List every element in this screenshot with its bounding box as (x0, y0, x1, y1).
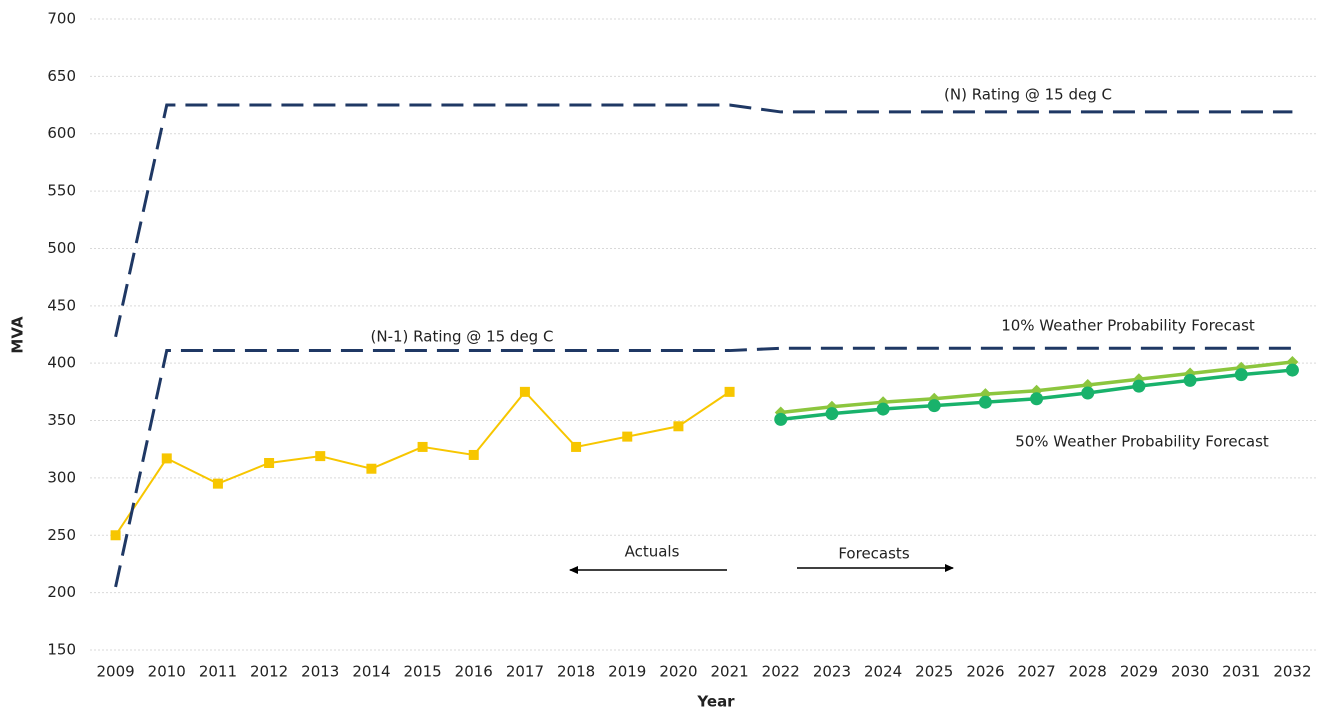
marker (1183, 373, 1197, 387)
marker (1030, 392, 1044, 406)
annotation: Actuals (625, 543, 680, 561)
marker (1285, 363, 1299, 377)
x-tick-label: 2026 (966, 663, 1004, 681)
x-tick-label: 2023 (813, 663, 851, 681)
x-tick-label: 2012 (250, 663, 288, 681)
x-tick-label: 2032 (1273, 663, 1311, 681)
y-tick-label: 250 (47, 526, 76, 544)
x-tick-label: 2019 (608, 663, 646, 681)
y-tick-label: 450 (47, 296, 76, 314)
x-tick-label: 2015 (403, 663, 441, 681)
marker (264, 457, 275, 468)
y-tick-label: 400 (47, 354, 76, 372)
x-tick-label: 2028 (1069, 663, 1107, 681)
x-tick-label: 2016 (455, 663, 493, 681)
x-tick-label: 2024 (864, 663, 902, 681)
x-tick-label: 2018 (557, 663, 595, 681)
plot-area: 150 200 250 300 350 400 450 500 550 600 650 700 2009… (47, 10, 1318, 681)
marker (519, 386, 530, 397)
marker (673, 421, 684, 432)
y-tick-label: 300 (47, 468, 76, 486)
y-tick-label: 150 (47, 641, 76, 659)
marker (161, 453, 172, 464)
x-tick-label: 2013 (301, 663, 339, 681)
x-axis-title: Year (696, 693, 735, 711)
marker (774, 412, 788, 426)
x-tick-label: 2021 (710, 663, 748, 681)
x-tick-label: 2022 (762, 663, 800, 681)
marker (622, 431, 633, 442)
y-tick-label: 200 (47, 583, 76, 601)
marker (1234, 368, 1248, 382)
x-tick-label: 2025 (915, 663, 953, 681)
marker (876, 402, 890, 416)
series-label: (N-1) Rating @ 15 deg C (371, 328, 554, 346)
marker (366, 463, 377, 474)
x-tick-label: 2009 (96, 663, 134, 681)
series-line (114, 390, 731, 536)
x-tick-label: 2027 (1017, 663, 1055, 681)
x-tick-label: 2017 (506, 663, 544, 681)
annotation: Forecasts (838, 545, 909, 563)
x-tick-label: 2029 (1120, 663, 1158, 681)
series-label: (N) Rating @ 15 deg C (944, 86, 1112, 104)
y-axis-title: MVA (9, 316, 27, 354)
x-tick-label: 2031 (1222, 663, 1260, 681)
marker (468, 449, 479, 460)
y-tick-label: 650 (47, 67, 76, 85)
marker (927, 399, 941, 413)
series-label: 50% Weather Probability Forecast (1015, 433, 1269, 451)
x-tick-label: 2011 (199, 663, 237, 681)
marker (315, 451, 326, 462)
x-tick-label: 2010 (148, 663, 186, 681)
x-tick-label: 2014 (352, 663, 390, 681)
y-tick-label: 500 (47, 239, 76, 257)
x-tick-label: 2020 (659, 663, 697, 681)
marker (571, 441, 582, 452)
marker (724, 386, 735, 397)
y-tick-label: 350 (47, 411, 76, 429)
series-label: 10% Weather Probability Forecast (1001, 317, 1255, 335)
marker (1132, 379, 1146, 393)
marker (212, 478, 223, 489)
y-tick-label: 700 (47, 10, 76, 28)
y-tick-label: 550 (47, 182, 76, 200)
marker (825, 407, 839, 421)
marker (978, 395, 992, 409)
series-line (114, 103, 1293, 338)
x-tick-label: 2030 (1171, 663, 1209, 681)
y-tick-label: 600 (47, 124, 76, 142)
marker (110, 530, 121, 541)
marker (1081, 386, 1095, 400)
series-line (114, 346, 1293, 588)
marker (417, 441, 428, 452)
